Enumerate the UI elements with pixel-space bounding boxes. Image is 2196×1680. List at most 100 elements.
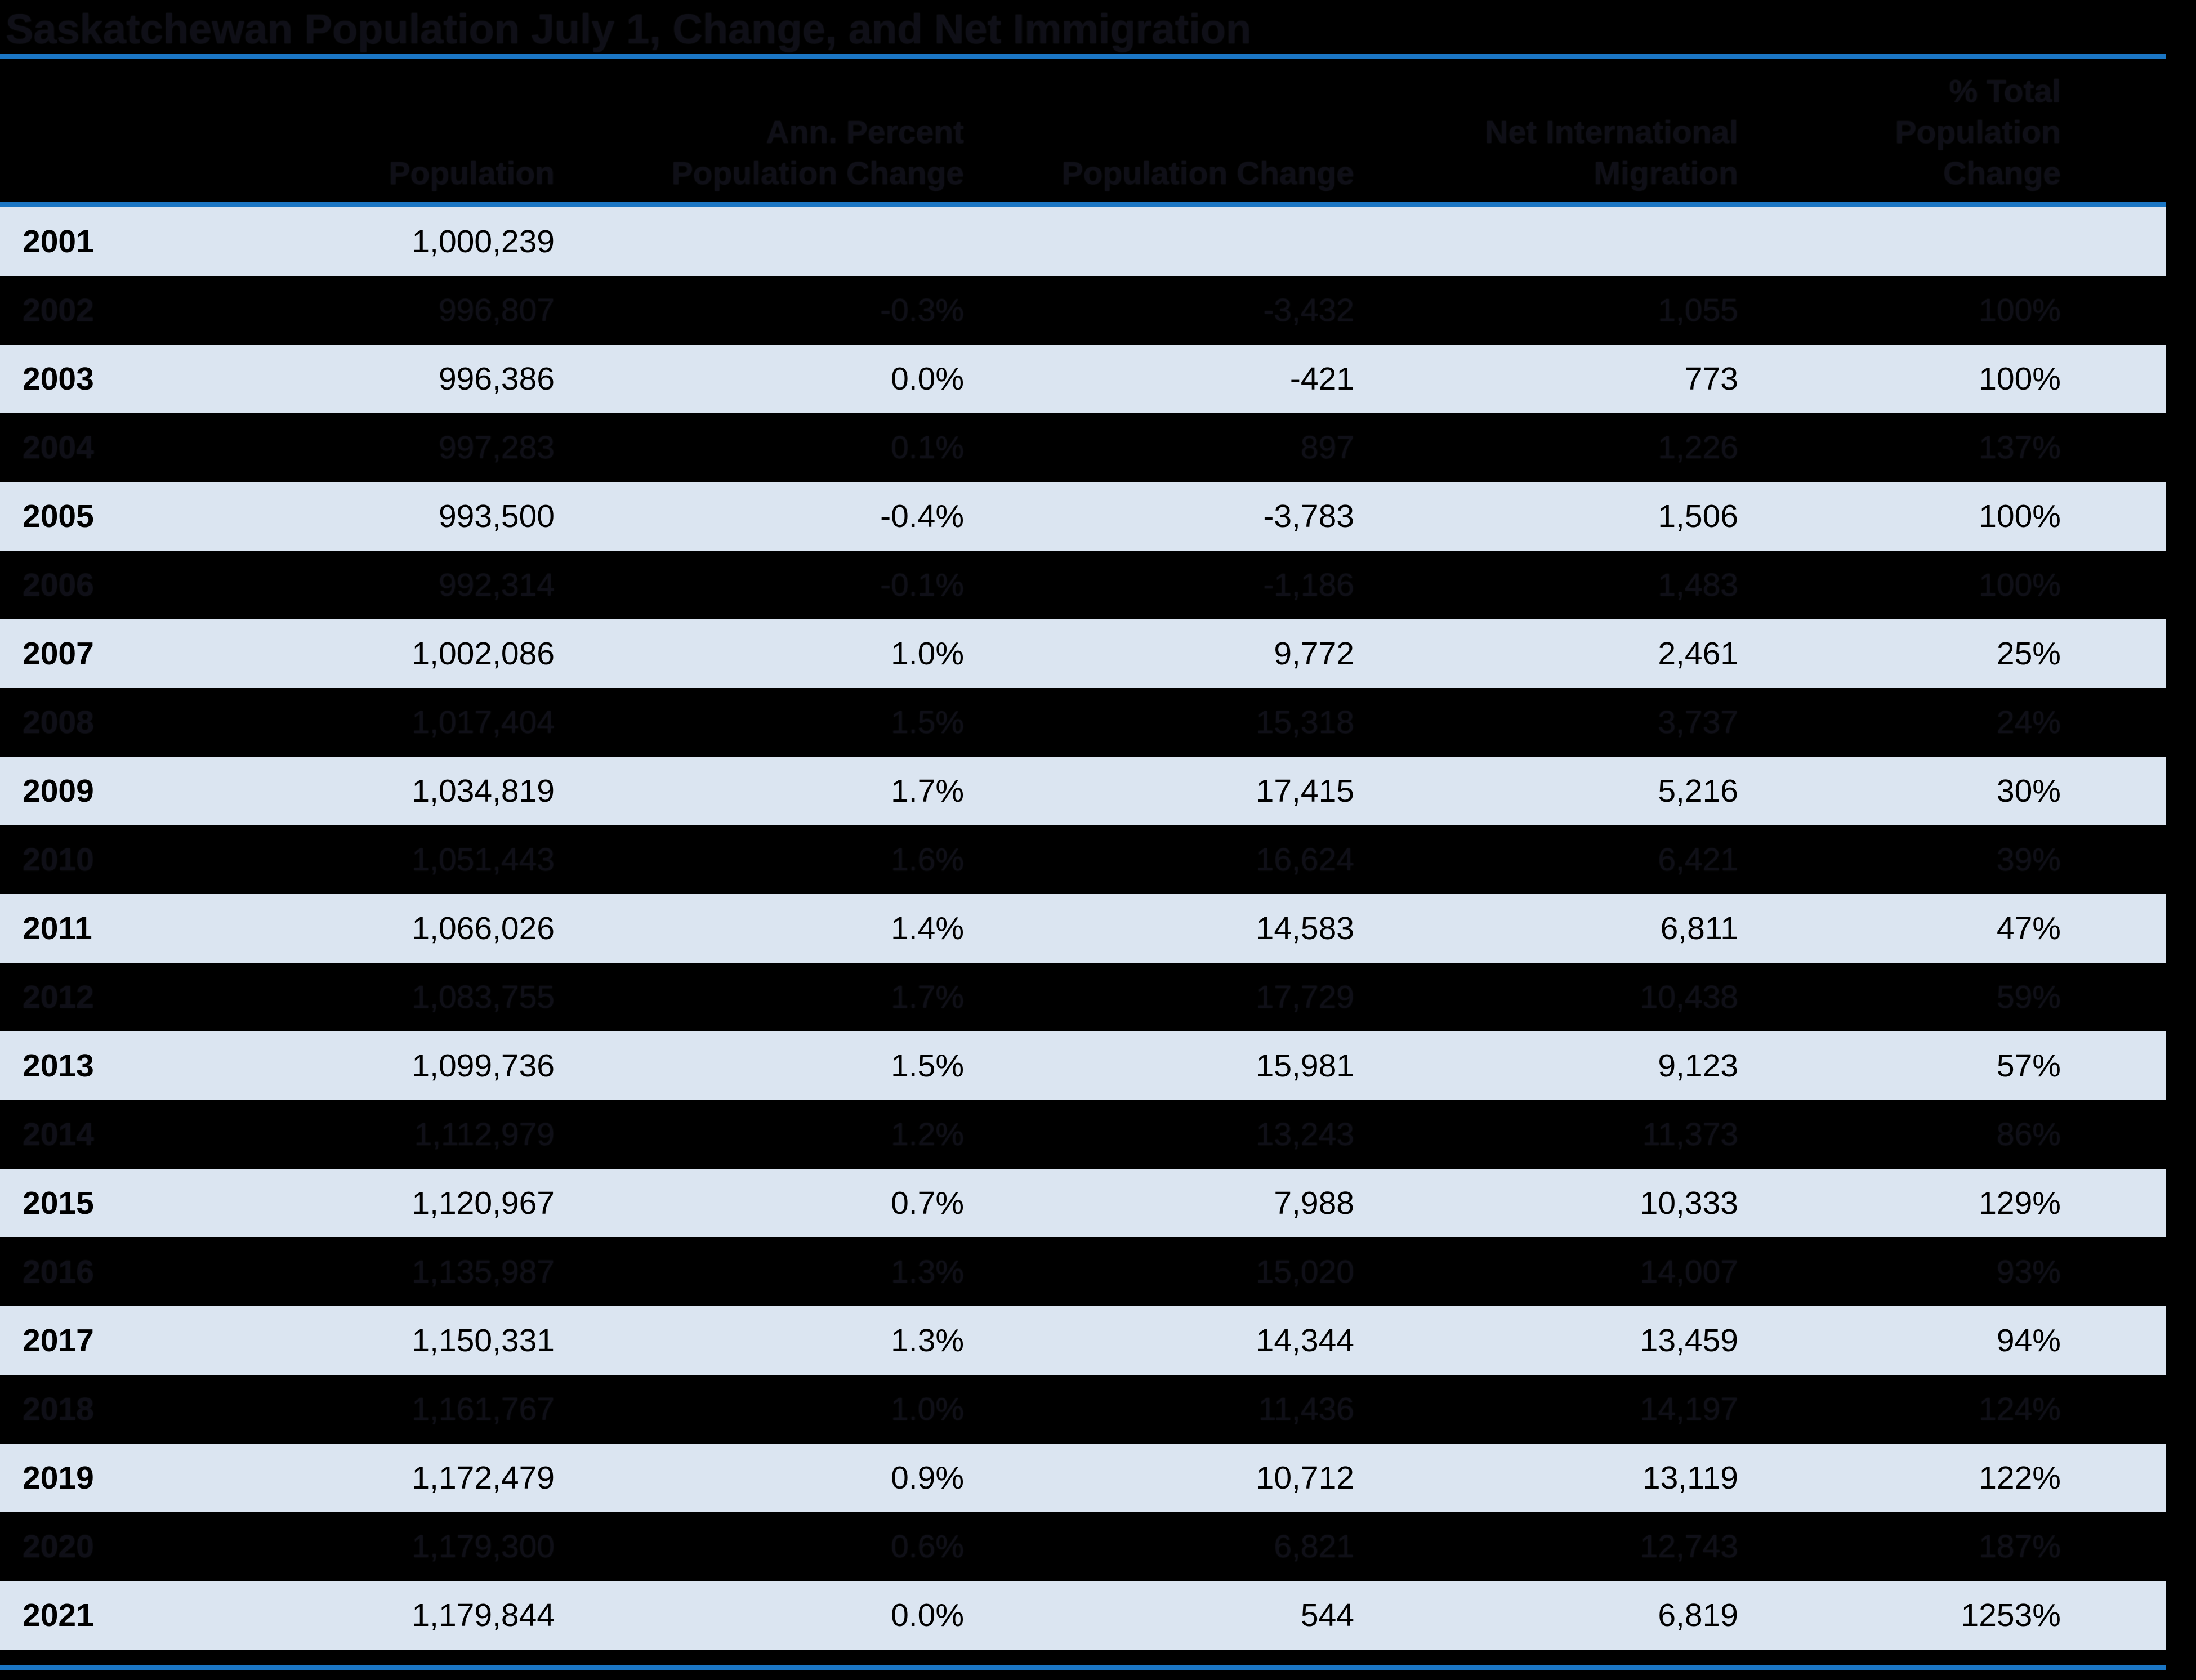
table-row: 2011 1,066,026 1.4% 14,583 6,811 47% (0, 894, 2166, 963)
net-migration-cell: 3,737 (1658, 704, 1738, 740)
year-cell: 2015 (23, 1185, 94, 1221)
population-change-cell: 17,729 (1256, 979, 1354, 1015)
population-change-cell: 17,415 (1256, 773, 1354, 809)
net-migration-cell: 9,123 (1658, 1048, 1738, 1084)
page-title: Saskatchewan Population July 1, Change, … (6, 6, 1252, 52)
net-migration-cell: 1,055 (1658, 292, 1738, 328)
net-migration-cell: 5,216 (1658, 773, 1738, 809)
year-cell: 2007 (23, 636, 94, 672)
year-cell: 2020 (23, 1529, 94, 1565)
population-table: Population Ann. Percent Population Chang… (0, 59, 2166, 202)
year-cell: 2016 (23, 1254, 94, 1290)
year-cell: 2009 (23, 773, 94, 809)
percent-total-change-cell: 100% (1979, 498, 2061, 534)
net-migration-cell: 13,119 (1642, 1460, 1738, 1496)
ann-percent-change-cell: 0.0% (891, 361, 964, 397)
percent-total-change-cell: 94% (1996, 1322, 2061, 1359)
population-cell: 1,002,086 (412, 636, 555, 672)
ann-percent-change-cell (555, 207, 964, 276)
percent-total-change-cell: 39% (1996, 842, 2061, 878)
year-cell: 2001 (23, 224, 94, 260)
net-migration-cell: 1,483 (1658, 567, 1738, 603)
header-divider-rule (0, 202, 2166, 207)
ann-percent-change-cell: 0.9% (891, 1460, 964, 1496)
ann-percent-change-cell: 1.3% (891, 1254, 964, 1290)
ann-percent-change-cell: -0.4% (880, 498, 964, 534)
net-migration-cell: 6,421 (1658, 842, 1738, 878)
percent-total-change-cell: 137% (1979, 430, 2061, 466)
percent-total-change-cell (1738, 207, 2166, 276)
population-change-cell: 10,712 (1256, 1460, 1354, 1496)
population-cell: 992,314 (438, 567, 555, 603)
population-change-column-header: Population Change (1061, 155, 1354, 192)
ann-percent-change-column-header: Ann. Percent Population Change (671, 114, 964, 192)
percent-total-change-cell: 1253% (1961, 1597, 2061, 1633)
net-migration-cell: 773 (1684, 361, 1738, 397)
year-cell: 2018 (23, 1391, 94, 1427)
population-cell: 996,386 (438, 361, 555, 397)
percent-total-change-cell: 57% (1996, 1048, 2061, 1084)
ann-percent-change-cell: 1.2% (891, 1116, 964, 1152)
table-row: 2015 1,120,967 0.7% 7,988 10,333 129% (0, 1169, 2166, 1237)
table-row: 2019 1,172,479 0.9% 10,712 13,119 122% (0, 1444, 2166, 1512)
net-migration-cell: 14,007 (1640, 1254, 1738, 1290)
table-row: 2005 993,500 -0.4% -3,783 1,506 100% (0, 482, 2166, 551)
year-cell: 2014 (23, 1116, 94, 1152)
table-row: 2006 992,314 -0.1% -1,186 1,483 100% (0, 551, 2166, 619)
ann-percent-change-cell: 1.4% (891, 910, 964, 946)
year-cell: 2003 (23, 361, 94, 397)
year-cell: 2006 (23, 567, 94, 603)
net-migration-cell: 11,373 (1642, 1116, 1738, 1152)
population-change-cell: 16,624 (1256, 842, 1354, 878)
percent-total-change-cell: 129% (1979, 1185, 2061, 1221)
table-row: 2001 1,000,239 (0, 207, 2166, 276)
population-cell: 996,807 (438, 292, 555, 328)
population-change-cell (964, 207, 1354, 276)
year-cell: 2013 (23, 1048, 94, 1084)
net-migration-cell: 1,506 (1658, 498, 1738, 534)
table-row: 2013 1,099,736 1.5% 15,981 9,123 57% (0, 1031, 2166, 1100)
ann-percent-change-cell: 1.3% (891, 1322, 964, 1359)
table-row: 2012 1,083,755 1.7% 17,729 10,438 59% (0, 963, 2166, 1031)
population-change-cell: 7,988 (1274, 1185, 1354, 1221)
net-international-migration-column-header: Net International Migration (1485, 114, 1738, 192)
year-cell: 2004 (23, 430, 94, 466)
population-column-header: Population (389, 155, 555, 192)
ann-percent-change-cell: -0.1% (880, 567, 964, 603)
population-cell: 1,099,736 (412, 1048, 555, 1084)
net-migration-cell: 12,743 (1640, 1529, 1738, 1565)
net-migration-cell: 6,819 (1658, 1597, 1738, 1633)
population-change-cell: -3,432 (1263, 292, 1354, 328)
ann-percent-change-cell: 1.6% (891, 842, 964, 878)
percent-total-change-cell: 30% (1996, 773, 2061, 809)
year-cell: 2010 (23, 842, 94, 878)
population-change-cell: 897 (1300, 430, 1354, 466)
population-change-cell: -1,186 (1263, 567, 1354, 603)
population-table-body: 2001 1,000,239 2002 996,807 -0.3% -3,432 1,055… (0, 207, 2166, 1650)
table-row: 2020 1,179,300 0.6% 6,821 12,743 187% (0, 1512, 2166, 1581)
table-row: 2009 1,034,819 1.7% 17,415 5,216 30% (0, 757, 2166, 825)
percent-total-change-cell: 47% (1996, 910, 2061, 946)
ann-percent-change-cell: 0.6% (891, 1529, 964, 1565)
population-cell: 1,066,026 (412, 910, 555, 946)
net-migration-cell (1354, 207, 1738, 276)
ann-percent-change-cell: 1.7% (891, 773, 964, 809)
percent-total-change-cell: 24% (1996, 704, 2061, 740)
percent-total-change-cell: 100% (1979, 361, 2061, 397)
population-change-cell: 14,583 (1256, 910, 1354, 946)
year-cell: 2017 (23, 1322, 94, 1359)
table-row: 2007 1,002,086 1.0% 9,772 2,461 25% (0, 619, 2166, 688)
ann-percent-change-cell: 0.1% (891, 430, 964, 466)
ann-percent-change-cell: 1.0% (891, 636, 964, 672)
net-migration-cell: 10,333 (1640, 1185, 1738, 1221)
net-migration-cell: 6,811 (1660, 910, 1738, 946)
net-migration-cell: 13,459 (1640, 1322, 1738, 1359)
top-divider-rule (0, 54, 2166, 59)
population-change-cell: 6,821 (1274, 1529, 1354, 1565)
table-row: 2010 1,051,443 1.6% 16,624 6,421 39% (0, 825, 2166, 894)
net-migration-cell: 2,461 (1658, 636, 1738, 672)
population-change-cell: 15,020 (1256, 1254, 1354, 1290)
population-cell: 1,172,479 (412, 1460, 555, 1496)
population-change-cell: -3,783 (1263, 498, 1354, 534)
percent-total-change-cell: 93% (1996, 1254, 2061, 1290)
